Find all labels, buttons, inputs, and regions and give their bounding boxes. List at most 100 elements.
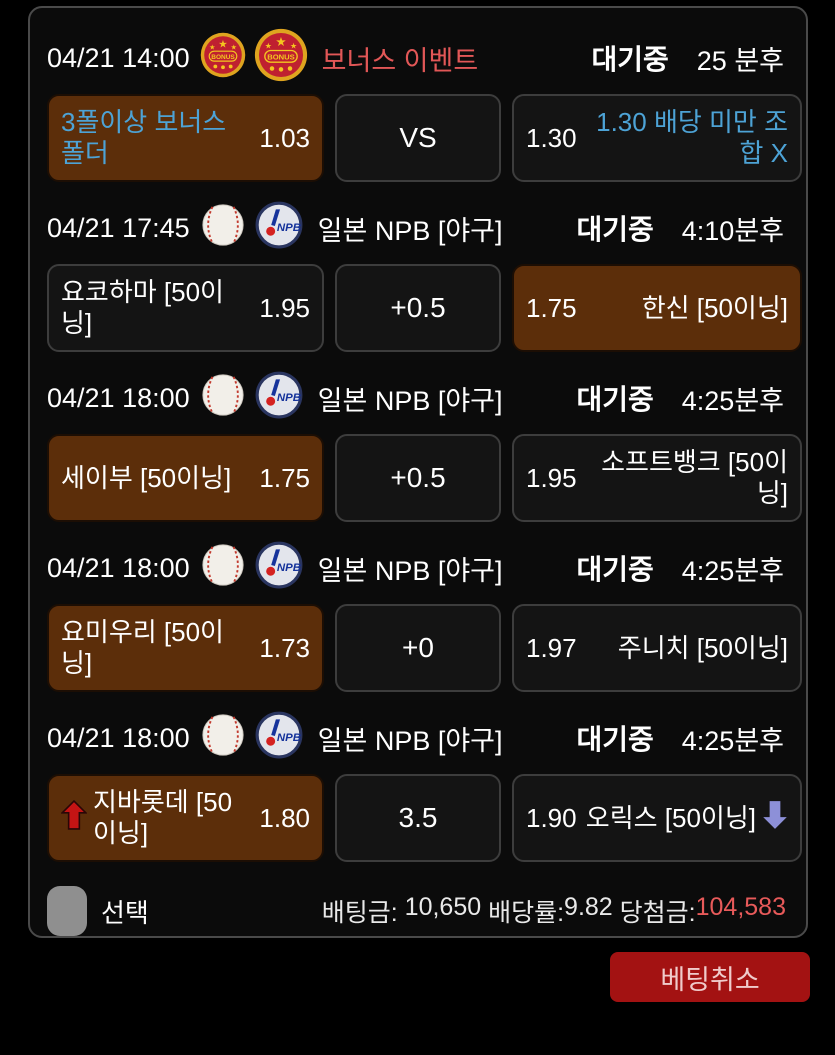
svg-text:NPB: NPB	[277, 392, 301, 404]
bet-amount-value: 10,650	[404, 893, 482, 921]
selection-odds: 1.75	[526, 292, 577, 323]
away-selection-button[interactable]: 1.75 한신 [50이닝]	[512, 264, 802, 352]
svg-text:BONUS: BONUS	[211, 53, 235, 60]
selection-name: 1.30 배당 미만 조합 X	[596, 107, 788, 168]
away-selection-button[interactable]: 1.90 오릭스 [50이닝]	[512, 774, 802, 862]
selection-name: 소프트뱅크 [50이닝]	[601, 447, 788, 508]
bonus-coin-icon: ★ ★ ★ BONUS	[254, 28, 308, 89]
away-selection-button[interactable]: 1.95 소프트뱅크 [50이닝]	[512, 434, 802, 522]
select-label: 선택	[101, 897, 149, 928]
home-selection-button[interactable]: 3폴이상 보너스 폴더 1.03	[47, 94, 324, 182]
svg-text:★: ★	[264, 41, 271, 50]
match-header: 04/21 18:00 NPB 일본 NPB [야구] 대기중 4:25분후	[47, 541, 802, 590]
status-label: 대기중	[576, 384, 654, 415]
selection-row: 지바롯데 [50이닝] 1.80 3.5 1.90 오릭스 [50이닝]	[47, 774, 802, 862]
baseball-icon	[200, 202, 246, 255]
away-selection-button[interactable]: 1.97 주니치 [50이닝]	[512, 604, 802, 692]
status-label: 대기중	[576, 724, 654, 755]
selection-name: 요코하마 [50이닝]	[61, 277, 224, 338]
countdown-label: 4:25분후	[681, 725, 784, 756]
home-selection-button[interactable]: 요미우리 [50이닝] 1.73	[47, 604, 324, 692]
svg-text:BONUS: BONUS	[267, 52, 295, 61]
selection-row: 요미우리 [50이닝] 1.73 +0 1.97 주니치 [50이닝]	[47, 604, 802, 692]
handicap-selection-button[interactable]: +0.5	[335, 434, 501, 522]
baseball-icon	[200, 712, 246, 765]
handicap-selection-button[interactable]: +0.5	[335, 264, 501, 352]
selection-row: 3폴이상 보너스 폴더 1.03 VS 1.30 1.30 배당 미만 조합 X	[47, 94, 802, 182]
draw-selection-button[interactable]: VS	[335, 94, 501, 182]
bonus-coin-icon: ★ ★ ★ BONUS	[200, 32, 246, 85]
handicap-selection-button[interactable]: 3.5	[335, 774, 501, 862]
odds-rate-value: 9.82	[564, 893, 613, 921]
selection-name: 3폴이상 보너스 폴더	[61, 107, 227, 168]
selection-odds: 1.80	[259, 802, 310, 833]
home-selection-button[interactable]: 세이부 [50이닝] 1.75	[47, 434, 324, 522]
league-name: 일본 NPB [야구]	[317, 555, 503, 586]
league-name: 일본 NPB [야구]	[317, 215, 503, 246]
svg-text:★: ★	[230, 43, 236, 51]
select-checkbox[interactable]	[47, 886, 87, 936]
home-selection-button[interactable]: 지바롯데 [50이닝] 1.80	[47, 774, 324, 862]
cancel-bet-button[interactable]: 베팅취소	[610, 952, 810, 1002]
league-name: 일본 NPB [야구]	[317, 725, 503, 756]
slip-footer: 선택 배팅금: 10,650 배당률: 9.82 당첨금: 104,583	[47, 886, 802, 936]
svg-text:NPB: NPB	[277, 222, 301, 234]
countdown-label: 4:25분후	[681, 385, 784, 416]
baseball-icon	[200, 372, 246, 425]
match-header: 04/21 18:00 NPB 일본 NPB [야구] 대기중 4:25분후	[47, 711, 802, 760]
selection-odds: 1.95	[526, 462, 577, 493]
selection-odds: 1.90	[526, 802, 577, 833]
match-time: 04/21 14:00	[47, 42, 190, 73]
svg-text:NPB: NPB	[277, 732, 301, 744]
handicap-label: 3.5	[398, 802, 438, 833]
match-header: 04/21 18:00 NPB 일본 NPB [야구] 대기중 4:25분후	[47, 371, 802, 420]
status-label: 대기중	[591, 44, 669, 75]
up-arrow-icon	[60, 799, 88, 837]
handicap-label: +0.5	[390, 292, 446, 323]
svg-text:★: ★	[290, 41, 297, 50]
handicap-label: +0	[402, 632, 434, 663]
svg-text:★: ★	[275, 35, 286, 49]
match-time: 04/21 18:00	[47, 722, 190, 753]
win-amount-value: 104,583	[695, 893, 786, 921]
away-selection-button[interactable]: 1.30 1.30 배당 미만 조합 X	[512, 94, 802, 182]
npb-league-icon: NPB	[254, 200, 304, 257]
npb-league-icon: NPB	[254, 370, 304, 427]
svg-text:★: ★	[209, 43, 215, 51]
bet-amount-label: 배팅금:	[321, 899, 405, 927]
event-title: 보너스 이벤트	[321, 45, 479, 76]
odds-rate-label: 배당률:	[481, 899, 565, 927]
bet-slip-panel: 04/21 14:00 ★ ★ ★ BONUS ★ ★ ★ BONUS 보너스 이벤트 대기…	[28, 6, 808, 938]
home-selection-button[interactable]: 요코하마 [50이닝] 1.95	[47, 264, 324, 352]
countdown-label: 4:25분후	[681, 555, 784, 586]
league-name: 일본 NPB [야구]	[317, 385, 503, 416]
selection-name: 오릭스 [50이닝]	[585, 802, 756, 833]
match-header: 04/21 14:00 ★ ★ ★ BONUS ★ ★ ★ BONUS 보너스 이벤트 대기…	[47, 28, 802, 81]
match-time: 04/21 18:00	[47, 382, 190, 413]
handicap-selection-button[interactable]: +0	[335, 604, 501, 692]
match-header: 04/21 17:45 NPB 일본 NPB [야구] 대기중 4:10분후	[47, 201, 802, 250]
countdown-label: 25 분후	[696, 45, 784, 76]
selection-name: 한신 [50이닝]	[641, 292, 788, 323]
npb-league-icon: NPB	[254, 710, 304, 767]
selection-name: 지바롯데 [50이닝]	[93, 787, 233, 848]
countdown-label: 4:10분후	[681, 215, 784, 246]
bet-summary: 배팅금: 10,650 배당률: 9.82 당첨금: 104,583	[322, 893, 786, 929]
match-time: 04/21 17:45	[47, 212, 190, 243]
status-label: 대기중	[576, 554, 654, 585]
npb-league-icon: NPB	[254, 540, 304, 597]
status-label: 대기중	[576, 214, 654, 245]
selection-odds: 1.95	[259, 292, 310, 323]
selection-odds: 1.75	[259, 462, 310, 493]
svg-text:★: ★	[218, 38, 228, 50]
draw-label: VS	[399, 122, 437, 153]
win-amount-label: 당첨금:	[612, 899, 696, 927]
selection-odds: 1.97	[526, 632, 577, 663]
selection-odds: 1.30	[526, 122, 577, 153]
match-time: 04/21 18:00	[47, 552, 190, 583]
baseball-icon	[200, 542, 246, 595]
selection-odds: 1.73	[259, 632, 310, 663]
down-arrow-icon	[762, 800, 788, 837]
selection-name: 세이부 [50이닝]	[61, 462, 232, 493]
selection-name: 요미우리 [50이닝]	[61, 617, 224, 678]
